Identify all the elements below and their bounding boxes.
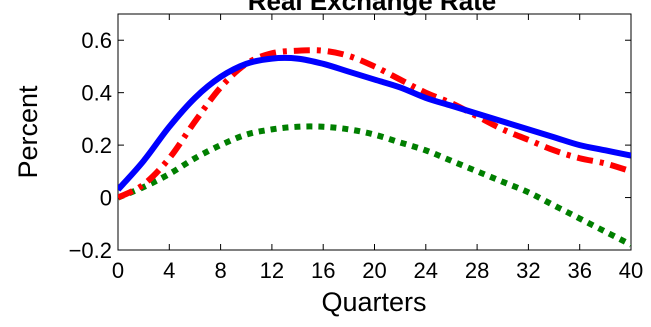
series-line-1 <box>118 54 631 192</box>
y-axis: −0.2 0 0.2 0.4 0.6 <box>69 28 631 263</box>
x-axis-title: Quarters <box>321 287 426 317</box>
y-tick-label: −0.2 <box>69 238 112 263</box>
x-tick-label: 12 <box>260 258 284 283</box>
x-tick-label: 36 <box>567 258 591 283</box>
y-tick-label: 0.6 <box>81 28 112 53</box>
x-tick-label: 0 <box>112 258 124 283</box>
x-tick-label: 16 <box>311 258 335 283</box>
x-tick-label: 20 <box>362 258 386 283</box>
plot-area-frame <box>117 13 632 251</box>
series-line-2 <box>118 47 631 201</box>
y-tick-label: 0.2 <box>81 133 112 158</box>
series-line-3 <box>118 123 631 248</box>
y-axis-title: Percent <box>13 85 43 179</box>
x-tick-label: 28 <box>465 258 489 283</box>
x-tick-label: 24 <box>414 258 438 283</box>
y-tick-label: 0.4 <box>81 81 112 106</box>
x-tick-label: 4 <box>163 258 175 283</box>
series-layer <box>118 47 631 248</box>
chart-title: Real Exchange Rate <box>248 0 497 16</box>
y-tick-label: 0 <box>100 186 112 211</box>
x-tick-label: 32 <box>516 258 540 283</box>
x-axis: 0 4 8 12 16 20 24 28 32 36 40 <box>112 14 643 283</box>
x-tick-label: 8 <box>214 258 226 283</box>
x-tick-label: 40 <box>619 258 643 283</box>
